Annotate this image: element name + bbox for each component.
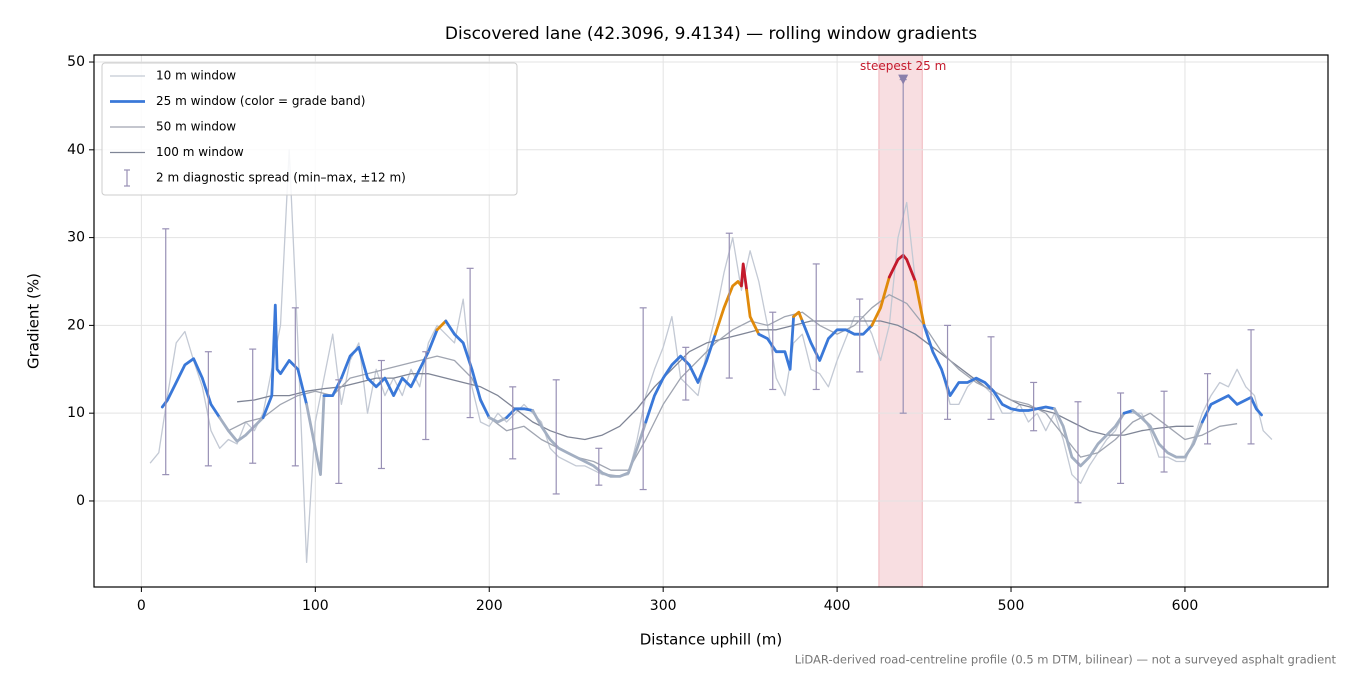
y-tick-label: 20	[67, 317, 85, 333]
line-segment	[1053, 407, 1126, 468]
line-segment	[444, 319, 491, 419]
footnote: LiDAR-derived road-centreline profile (0…	[795, 653, 1337, 667]
line-segment	[757, 315, 795, 371]
highlight-span	[878, 55, 923, 587]
legend-label: 2 m diagnostic spread (min–max, ±12 m)	[156, 171, 406, 185]
x-axis-label: Distance uphill (m)	[640, 631, 782, 649]
legend: 10 m window 25 m window (color = grade ba…	[101, 62, 518, 196]
line	[210, 294, 1238, 471]
line-segment	[644, 332, 717, 424]
line-segment	[1122, 409, 1135, 415]
legend-label: 100 m window	[156, 145, 244, 159]
legend-box	[101, 62, 518, 196]
y-tick-label: 50	[67, 54, 85, 70]
legend-label: 50 m window	[156, 120, 236, 134]
line-segment	[745, 288, 761, 336]
x-tick-label: 600	[1172, 598, 1199, 614]
line-segment	[1200, 394, 1263, 424]
plot-frame	[93, 54, 1329, 588]
x-tick-label: 400	[824, 598, 851, 614]
annotation: steepest 25 m	[860, 59, 946, 73]
line-segment	[505, 407, 535, 419]
steepest-marker	[898, 74, 909, 85]
y-tick-label: 40	[67, 142, 85, 158]
line-segment	[1131, 409, 1204, 459]
x-tick-label: 300	[650, 598, 677, 614]
x-tick-label: 100	[302, 598, 329, 614]
legend-label: 25 m window (color = grade band)	[156, 94, 365, 108]
y-tick-label: 0	[76, 493, 85, 509]
line-segment	[322, 328, 439, 397]
line-segment	[914, 280, 926, 327]
x-tick-label: 0	[137, 598, 146, 614]
line-segment	[922, 324, 1056, 412]
line-segment	[740, 262, 749, 292]
x-tick-label: 200	[476, 598, 503, 614]
line-segment	[713, 280, 743, 336]
line-segment	[487, 416, 508, 424]
legend-label: 10 m window	[156, 69, 236, 83]
line-segment	[531, 409, 648, 478]
line	[149, 149, 1273, 564]
x-tick-label: 500	[998, 598, 1025, 614]
line-segment	[218, 416, 265, 443]
line-segment	[305, 394, 326, 476]
line-segment	[792, 310, 804, 323]
plot	[94, 55, 1328, 587]
y-axis-label: Gradient (%)	[25, 273, 43, 369]
y-tick-label: 10	[67, 405, 85, 421]
chart-title: Discovered lane (42.3096, 9.4134) — roll…	[445, 24, 977, 44]
line-segment	[160, 357, 222, 419]
line-segment	[435, 319, 448, 332]
y-tick-label: 30	[67, 230, 85, 246]
line-segment	[261, 303, 308, 419]
line-segment	[870, 275, 891, 327]
